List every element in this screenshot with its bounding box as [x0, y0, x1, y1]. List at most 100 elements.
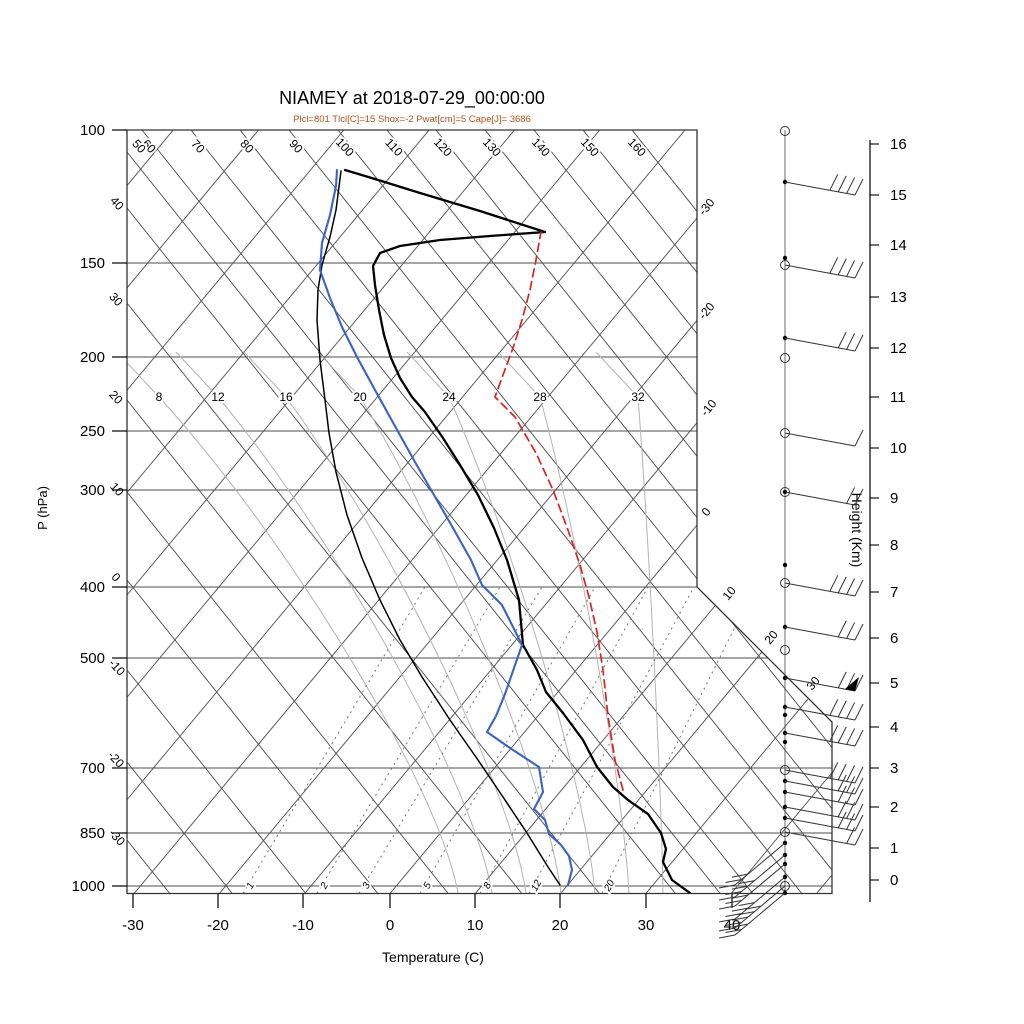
wind-barb — [784, 785, 864, 806]
isotherm-line — [127, 130, 686, 894]
height-tick-label: 11 — [890, 389, 906, 406]
wind-station-circle — [780, 645, 790, 655]
wind-station-circle — [780, 487, 790, 497]
wind-barb-feather — [846, 177, 856, 194]
pressure-tick-label: 100 — [80, 122, 105, 139]
page-title: NIAMEY at 2018-07-29_00:00:00 — [279, 88, 545, 108]
dry-adiabat-label: 30 — [106, 290, 126, 310]
dry-adiabat-label: 110 — [382, 135, 406, 159]
height-tick-label: 13 — [890, 289, 907, 306]
isotherm-line — [127, 130, 515, 894]
isotherm-line — [127, 130, 345, 894]
height-tick-label: 16 — [890, 136, 907, 153]
dry-adiabat-line — [533, 130, 832, 894]
isotherm-label: -10 — [698, 396, 720, 419]
wind-barb-feather — [854, 178, 864, 196]
moist-adiabat-line — [595, 351, 664, 894]
wind-barb-feather — [718, 884, 736, 889]
wind-barb-staff — [734, 863, 786, 907]
moist-adiabat-line — [497, 351, 630, 894]
wind-barb-staff — [784, 264, 856, 279]
wind-barb — [784, 575, 864, 597]
moist-adiabat-label: 16 — [279, 390, 293, 404]
wind-barb-staff — [784, 677, 856, 692]
isotherm-label: 20 — [762, 627, 782, 646]
wind-station-circle — [780, 881, 790, 891]
wind-barb-feather — [854, 623, 864, 641]
wind-barb-feather — [854, 488, 864, 506]
dry-adiabat-line — [141, 130, 754, 894]
wind-barb-feather — [731, 873, 749, 878]
mixing-ratio-label: 5 — [422, 880, 435, 890]
pressure-tick-label: 850 — [80, 825, 105, 842]
isotherm-line — [304, 130, 832, 894]
dry-adiabat-label: -10 — [106, 656, 128, 678]
wind-barb-feather — [846, 787, 856, 804]
wind-barb — [718, 854, 786, 901]
wind-barb — [718, 876, 786, 923]
wind-barb-staff — [784, 769, 856, 784]
dewpoint-curve — [318, 168, 574, 887]
height-tick-label: 15 — [890, 187, 907, 204]
wind-station-circle — [780, 260, 790, 270]
dry-adiabat-line — [288, 130, 832, 894]
wind-barb-feather — [854, 579, 864, 597]
wind-barb-feather — [829, 725, 839, 742]
wind-barb-feather — [846, 813, 856, 830]
wind-barb-staff — [784, 181, 856, 196]
wind-station-circle — [780, 765, 790, 775]
dry-adiabat-line — [127, 151, 721, 894]
dry-adiabat-label: 160 — [625, 135, 649, 159]
wind-barb — [718, 892, 786, 939]
pressure-tick-label: 250 — [80, 423, 105, 440]
mixing-ratio-label: 3 — [361, 880, 374, 890]
height-tick-label: 3 — [890, 760, 898, 777]
wind-barb-feather — [829, 257, 839, 274]
height-tick-label: 7 — [890, 584, 898, 601]
mixing-ratio-line — [528, 586, 695, 894]
mixing-ratio-line — [316, 586, 501, 894]
moist-adiabat-label: 32 — [631, 390, 645, 404]
wind-barb-feather — [725, 891, 742, 896]
wind-barb-feather — [725, 929, 742, 934]
wind-barb — [784, 620, 864, 641]
isotherm-line — [133, 130, 771, 894]
wind-barb-feather — [854, 788, 864, 806]
dry-adiabat-line — [190, 130, 803, 894]
wind-barb — [718, 842, 786, 889]
wind-station-circle — [780, 428, 790, 438]
dry-adiabat-line — [386, 130, 832, 894]
wind-barb-feather — [725, 900, 742, 905]
pressure-axis-title: P (hPa) — [35, 486, 50, 530]
dry-adiabat-label: 120 — [431, 135, 455, 159]
wind-barb-staff — [784, 791, 856, 806]
moist-adiabat-label: 12 — [211, 390, 225, 404]
dry-adiabat-line — [582, 130, 832, 894]
wind-barb-feather — [718, 896, 736, 901]
dry-adiabat-line — [127, 579, 379, 894]
wind-station-circle — [780, 353, 790, 363]
dry-adiabat-label: 140 — [529, 135, 553, 159]
moist-adiabat-line — [406, 351, 596, 894]
wind-barb-feather — [837, 671, 847, 689]
wind-barb — [784, 762, 864, 784]
dry-adiabat-line — [127, 399, 523, 894]
wind-barb-feather — [846, 487, 856, 504]
wind-station-circle — [780, 126, 790, 136]
mixing-ratio-line — [419, 586, 596, 894]
dry-adiabat-label: -20 — [105, 748, 127, 770]
isotherm-line — [645, 130, 832, 894]
wind-barb-feather — [829, 699, 839, 716]
wind-barb-staff — [734, 885, 786, 929]
wind-barb — [718, 863, 786, 910]
wind-barb-feather — [738, 880, 755, 885]
temperature-tick-label: 0 — [386, 917, 394, 934]
wind-barb-staff — [784, 831, 856, 846]
wind-barb-feather — [854, 703, 864, 721]
wind-barb-feather — [846, 622, 856, 639]
dry-adiabat-label: 70 — [188, 137, 208, 157]
wind-barb — [784, 487, 864, 506]
wind-station-circle — [780, 578, 790, 588]
wind-barb-staff — [784, 706, 856, 721]
mixing-ratio-line — [479, 586, 649, 894]
